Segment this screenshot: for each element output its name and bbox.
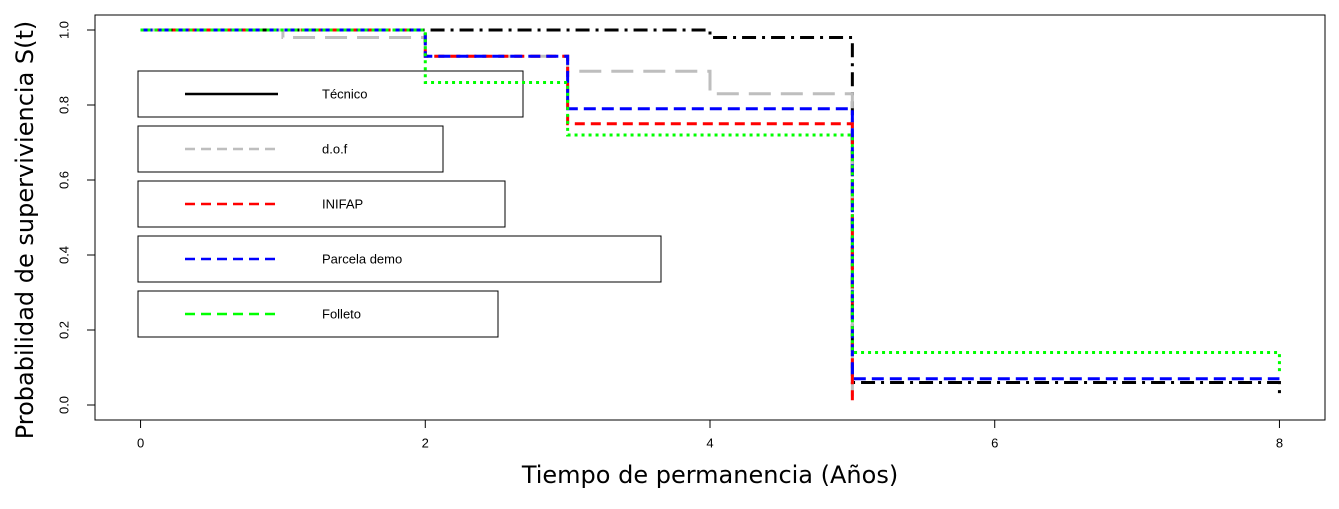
legend-label: d.o.f	[322, 141, 348, 156]
survival-curve	[140, 28, 1281, 398]
legend-box	[137, 290, 499, 338]
legend-label: INIFAP	[322, 196, 363, 211]
y-tick-label: 0.2	[56, 321, 71, 339]
x-tick-label: 0	[137, 435, 144, 450]
y-tick-label: 0.6	[56, 171, 71, 189]
y-tick-label: 0.8	[56, 96, 71, 114]
survival-curve	[140, 28, 1281, 372]
legend-box	[137, 125, 444, 173]
y-tick-label: 0.0	[56, 396, 71, 414]
x-tick-label: 8	[1276, 435, 1283, 450]
legend-label: Folleto	[322, 306, 361, 321]
x-axis-title: Tiempo de permanencia (Años)	[521, 461, 898, 489]
legend-label: Parcela demo	[322, 251, 402, 266]
y-axis-title: Probabilidad de superviviencia S(t)	[11, 21, 39, 440]
x-tick-label: 6	[991, 435, 998, 450]
x-tick-label: 4	[706, 435, 713, 450]
legend-label: Técnico	[322, 86, 368, 101]
y-tick-label: 1.0	[56, 21, 71, 39]
x-tick-label: 2	[422, 435, 429, 450]
y-tick-label: 0.4	[56, 246, 71, 264]
legend-box	[137, 180, 506, 228]
